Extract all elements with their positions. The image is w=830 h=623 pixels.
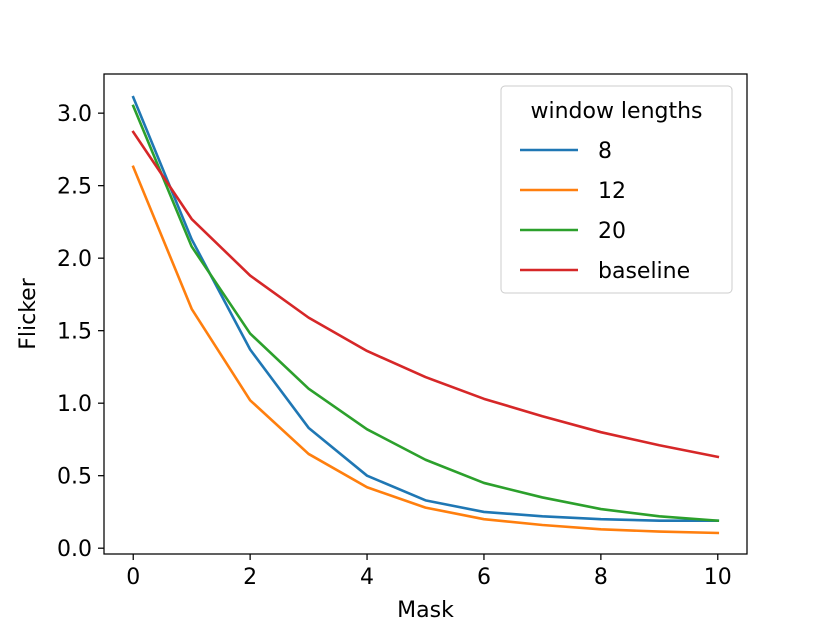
legend-label-baseline: baseline	[598, 259, 690, 284]
series-line-12	[131, 165, 720, 535]
y-tick-label: 3.0	[57, 102, 92, 127]
series-line-8	[131, 95, 720, 522]
series-line-baseline	[131, 130, 720, 459]
x-tick-label: 2	[243, 565, 257, 590]
legend: window lengths 8 12 20 baseline	[500, 85, 733, 294]
legend-label-12: 12	[598, 179, 626, 204]
y-tick-label: 2.0	[57, 247, 92, 272]
y-tick-label: 2.5	[57, 175, 92, 200]
y-tick-label: 1.0	[57, 392, 92, 417]
legend-entries: 8 12 20 baseline	[520, 139, 690, 284]
x-tick-label: 8	[594, 565, 608, 590]
series-layer	[131, 95, 720, 535]
y-tick-label: 0.5	[57, 465, 92, 490]
legend-title: window lengths	[530, 99, 702, 124]
legend-label-20: 20	[598, 219, 626, 244]
x-tick-label: 0	[126, 565, 140, 590]
x-axis-label: Mask	[397, 598, 454, 623]
plot-frame	[103, 73, 748, 555]
y-axis-label: Flicker	[16, 277, 41, 349]
legend-box	[500, 85, 733, 294]
series-line-20	[131, 104, 720, 523]
axis-ticks: 0 2 4 6 8 10 0.0 0.5 1.0 1.5 2.0 2.5 3.0	[57, 102, 732, 590]
x-tick-label: 4	[360, 565, 374, 590]
legend-label-8: 8	[598, 139, 612, 164]
y-tick-label: 1.5	[57, 320, 92, 345]
x-tick-label: 10	[704, 565, 732, 590]
x-tick-label: 6	[477, 565, 491, 590]
y-tick-label: 0.0	[57, 537, 92, 562]
